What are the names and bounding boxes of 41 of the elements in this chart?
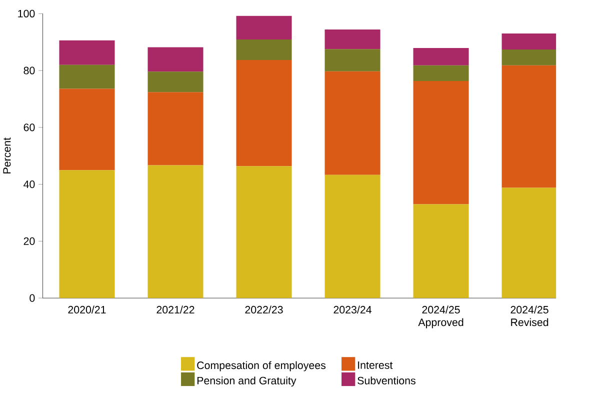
bar: [413, 65, 469, 82]
bar: [236, 60, 292, 166]
y-tick-label: 20: [24, 237, 35, 246]
bar: [59, 88, 115, 170]
y-tick-label: 100: [18, 10, 35, 18]
bar: [502, 50, 556, 66]
bar: [413, 204, 469, 298]
x-tick-label: 2022/23: [245, 306, 283, 314]
x-tick-label: 2024/25 Revised: [510, 306, 548, 326]
bar: [413, 48, 469, 66]
y-tick-label: 40: [24, 180, 35, 188]
y-tick-label: 60: [24, 124, 35, 132]
legend-label: Subventions: [358, 376, 416, 384]
bar: [502, 65, 556, 188]
bar: [413, 81, 469, 204]
bar: [148, 72, 204, 92]
bar: [59, 64, 115, 89]
bar: [236, 40, 292, 60]
legend-label: Interest: [358, 362, 393, 369]
bar: [148, 92, 204, 166]
bar: [324, 71, 380, 175]
bar: [324, 174, 380, 298]
bar: [236, 166, 292, 298]
bar: [324, 49, 380, 72]
bar: [59, 170, 115, 298]
x-tick-label: 2024/25 Approved: [418, 306, 464, 328]
bar: [59, 40, 115, 65]
y-tick-label: 0: [30, 294, 35, 302]
bar: [502, 188, 556, 298]
bar: [148, 165, 204, 298]
bar: [502, 34, 556, 50]
legend-label: Compesation of employees: [197, 361, 326, 372]
bar: [236, 16, 292, 40]
y-axis-title: Percent: [3, 138, 11, 174]
x-tick-label: 2020/21: [68, 306, 106, 314]
bar: [324, 30, 380, 50]
legend-label: Pension and Gratuity: [197, 376, 296, 387]
bar: [148, 47, 204, 72]
x-tick-label: 2021/22: [156, 306, 194, 314]
y-tick-label: 80: [24, 66, 35, 74]
x-tick-label: 2023/24: [334, 306, 372, 314]
